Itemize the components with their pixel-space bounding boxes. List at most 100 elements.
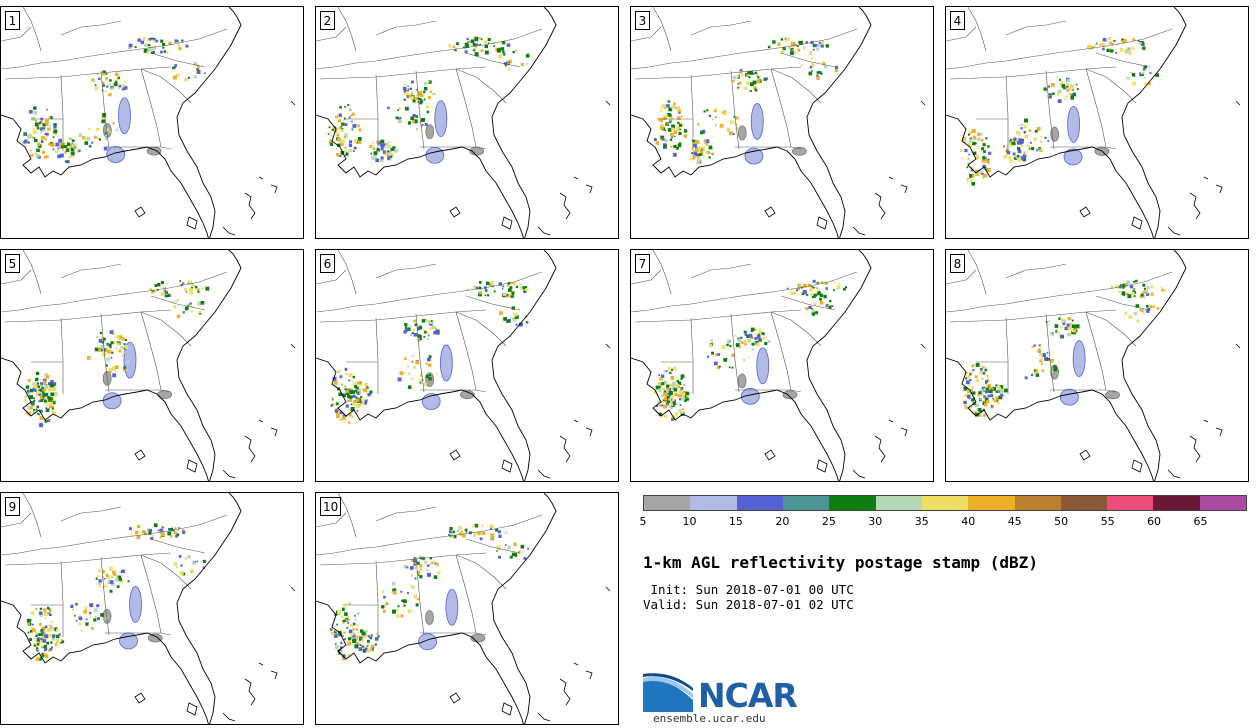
convective-cell <box>676 146 679 150</box>
convective-cell <box>671 418 674 421</box>
convective-cell <box>746 334 750 338</box>
convective-cell <box>490 533 495 537</box>
island-outline <box>244 678 256 706</box>
convective-cell <box>30 627 33 630</box>
convective-cell <box>403 564 407 569</box>
member-map-10 <box>316 493 611 724</box>
convective-cell <box>478 291 482 295</box>
convective-cell <box>354 644 359 649</box>
stratiform-echo <box>1063 148 1083 166</box>
convective-cell <box>338 652 341 655</box>
convective-cell <box>110 341 114 345</box>
member-panel-8: 8 <box>945 249 1249 482</box>
convective-cell <box>1048 85 1050 88</box>
island-outline <box>888 176 894 180</box>
convective-cell <box>48 629 51 632</box>
convective-cell <box>506 43 511 47</box>
convective-cell <box>467 41 470 43</box>
convective-cell <box>680 374 685 379</box>
convective-cell <box>35 119 38 122</box>
convective-cell <box>504 62 507 65</box>
convective-cell <box>683 134 687 138</box>
convective-cell <box>161 530 164 532</box>
convective-cell <box>753 341 756 344</box>
convective-cell <box>343 385 347 388</box>
stratiform-echo <box>470 633 486 643</box>
convective-cell <box>664 129 666 132</box>
convective-cell <box>137 38 141 42</box>
convective-cell <box>91 141 94 144</box>
convective-cell <box>162 292 166 296</box>
convective-cell <box>392 609 396 614</box>
convective-cell <box>411 360 414 363</box>
island-outline <box>222 712 236 722</box>
convective-cell <box>660 109 663 112</box>
convective-cell <box>987 158 990 161</box>
stratiform-echo <box>439 344 453 382</box>
convective-cell <box>750 329 754 333</box>
convective-cell <box>343 631 346 634</box>
convective-cell <box>52 411 56 415</box>
convective-cell <box>790 41 793 43</box>
convective-cell <box>716 365 721 370</box>
convective-cell <box>405 106 409 111</box>
convective-cell <box>1016 154 1020 158</box>
convective-cell <box>472 524 475 528</box>
colorbar-segment <box>736 496 783 510</box>
convective-cell <box>1022 154 1027 159</box>
state-border <box>690 317 694 394</box>
convective-cell <box>495 528 498 532</box>
convective-cell <box>98 77 101 81</box>
member-map-4 <box>946 7 1241 238</box>
convective-cell <box>1066 89 1069 92</box>
convective-cell <box>751 336 754 339</box>
convective-cell <box>507 545 511 550</box>
convective-cell <box>29 149 32 152</box>
convective-cell <box>416 128 418 130</box>
convective-cell <box>981 377 984 380</box>
convective-cell <box>83 609 87 614</box>
convective-cell <box>968 405 973 409</box>
convective-cell <box>504 531 507 534</box>
convective-cell <box>985 137 988 140</box>
convective-cell <box>434 327 437 330</box>
convective-cell <box>161 283 164 286</box>
convective-cell <box>349 395 353 399</box>
convective-cell <box>387 150 390 153</box>
convective-cell <box>757 335 761 339</box>
convective-cell <box>157 283 161 287</box>
convective-cell <box>664 138 668 143</box>
convective-cell <box>693 144 697 147</box>
convective-cell <box>84 141 89 145</box>
convective-cell <box>809 65 812 69</box>
state-border <box>319 66 487 80</box>
convective-cell <box>1058 361 1060 363</box>
convective-cell <box>699 150 703 154</box>
island-outline <box>1167 469 1181 479</box>
convective-cell <box>979 389 984 393</box>
convective-cell <box>39 378 42 381</box>
island-outline <box>1079 206 1091 218</box>
convective-cell <box>1066 323 1070 327</box>
convective-cell <box>338 113 342 117</box>
convective-cell <box>672 387 675 391</box>
convective-cell <box>37 142 41 147</box>
convective-cell <box>389 152 394 157</box>
convective-cell <box>518 322 523 327</box>
convective-cell <box>997 386 1001 391</box>
convective-cell <box>683 129 688 133</box>
convective-cell <box>105 73 108 75</box>
convective-cell <box>148 47 152 52</box>
convective-cell <box>473 49 476 52</box>
convective-cell <box>793 292 796 295</box>
coastline <box>631 7 872 238</box>
convective-cell <box>348 149 352 153</box>
convective-cell <box>116 585 120 588</box>
convective-cell <box>178 47 182 51</box>
convective-cell <box>103 146 108 151</box>
convective-cell <box>1156 307 1160 310</box>
convective-cell <box>342 654 346 658</box>
convective-cell <box>815 287 818 290</box>
convective-cell <box>810 293 814 296</box>
convective-cell <box>115 128 118 131</box>
